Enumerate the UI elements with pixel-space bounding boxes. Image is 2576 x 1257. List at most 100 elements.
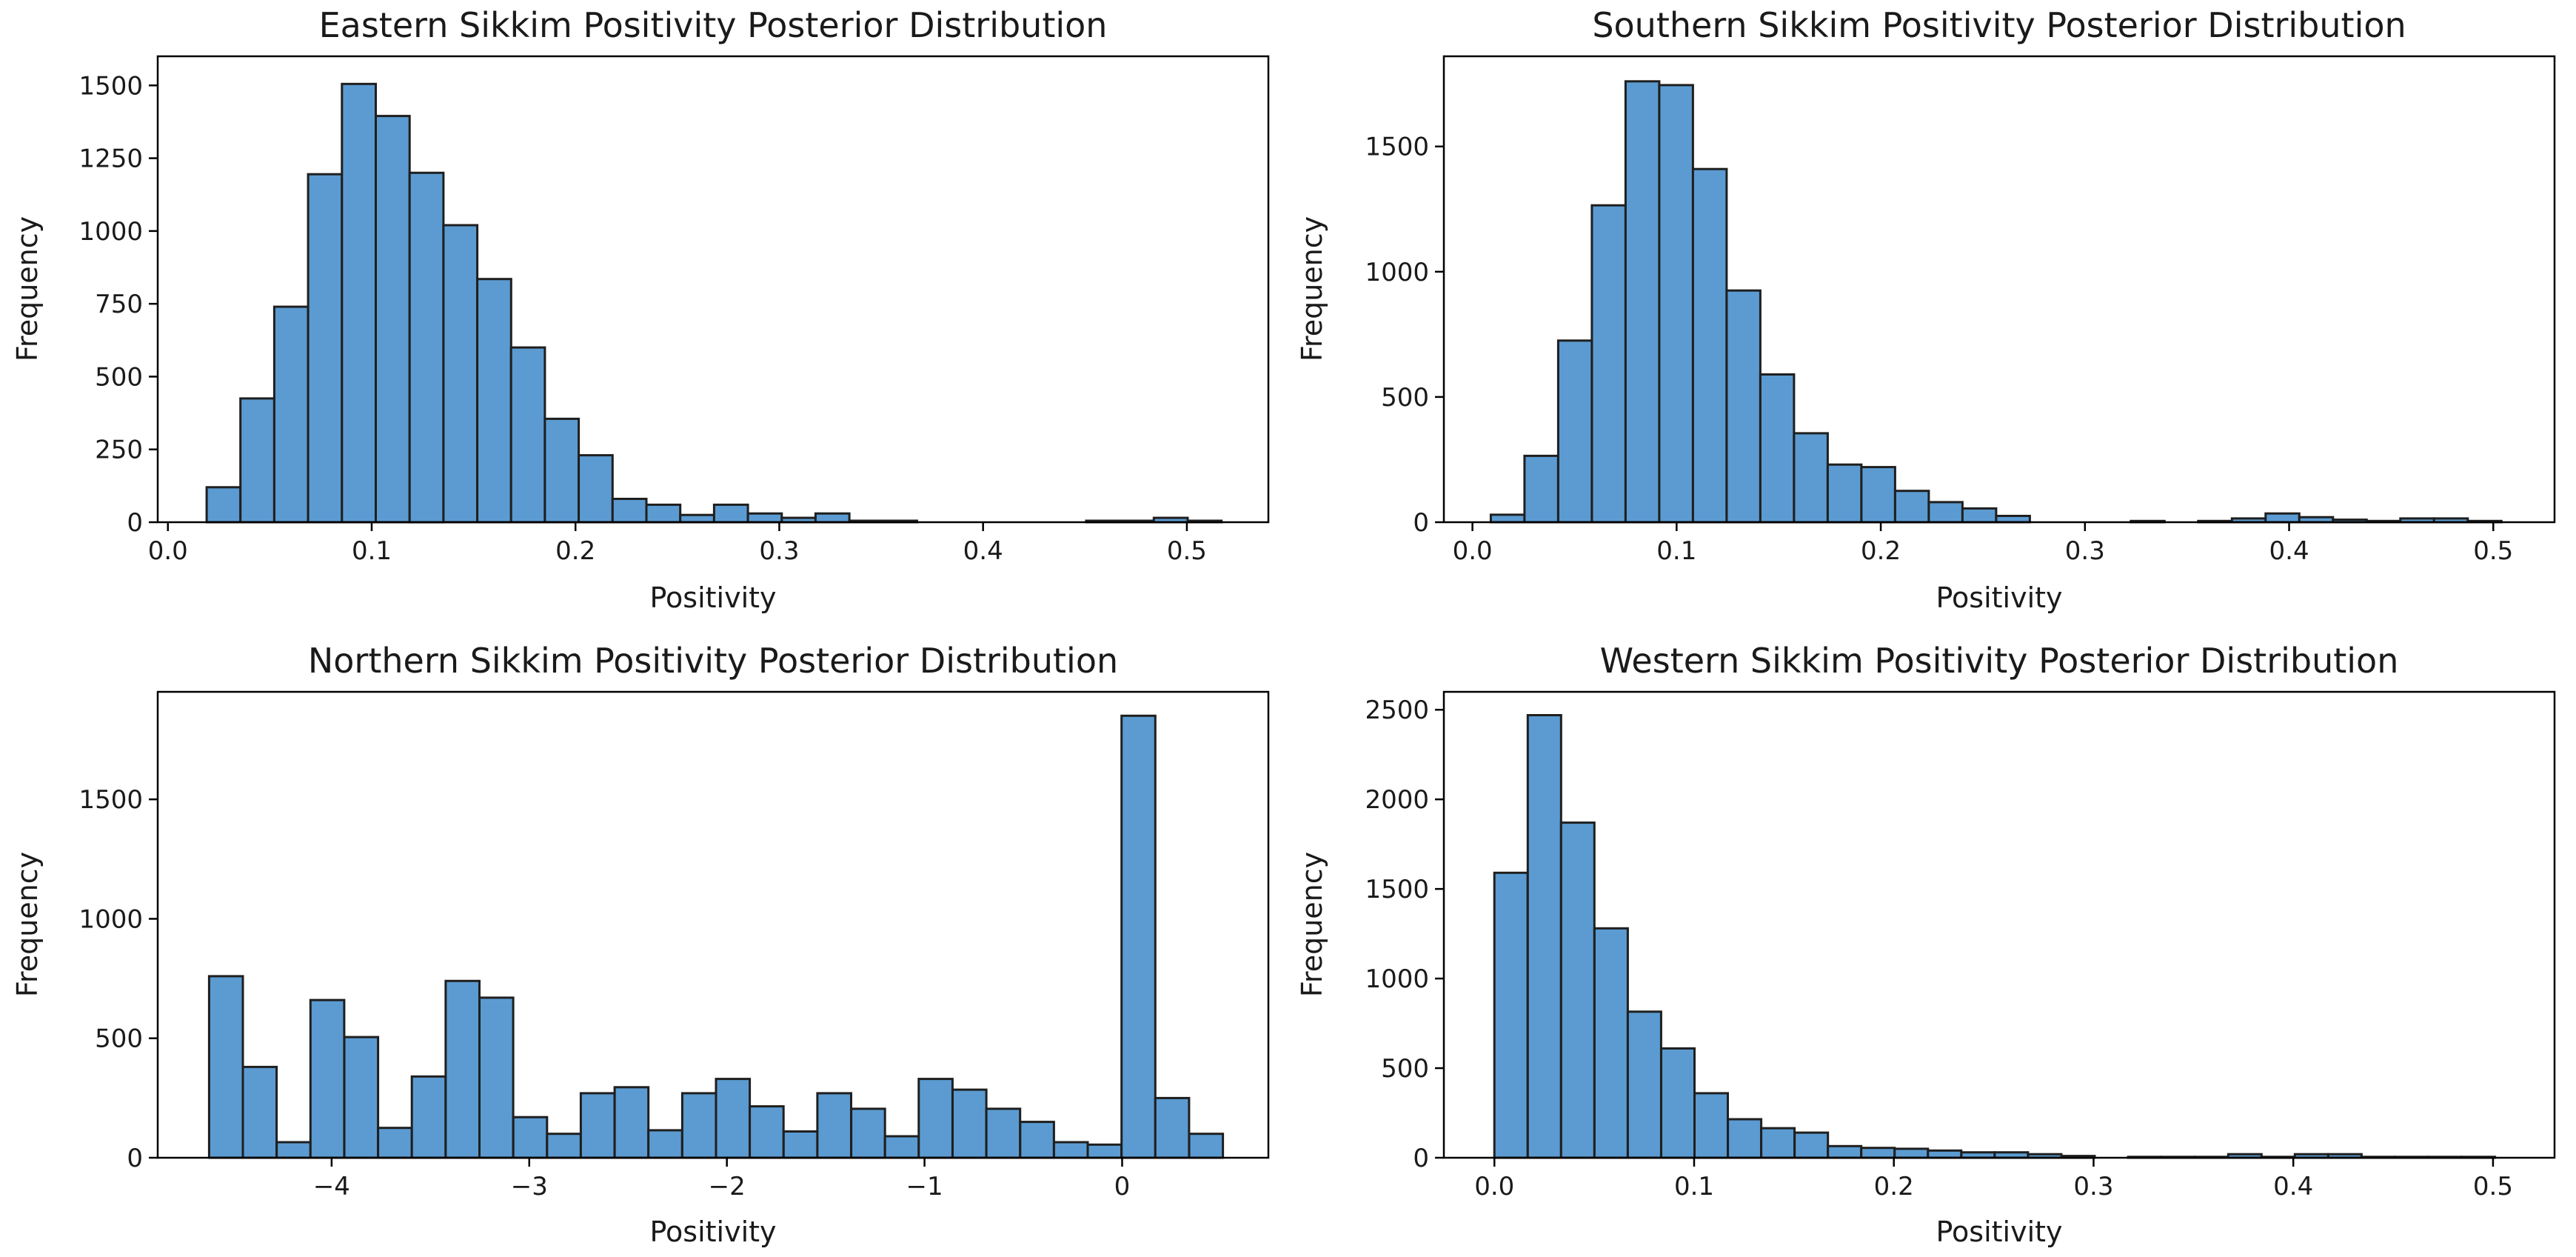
histogram-bar bbox=[1760, 1127, 1796, 1159]
histogram-bar bbox=[883, 1135, 920, 1159]
histogram-bar bbox=[307, 173, 344, 524]
x-tick-label: 0.3 bbox=[2073, 1172, 2113, 1201]
histogram-bar bbox=[207, 975, 244, 1159]
histogram-bar bbox=[241, 1065, 278, 1159]
histogram-bar bbox=[1523, 454, 1559, 524]
histogram-bar bbox=[613, 1086, 650, 1159]
y-tick-label: 1500 bbox=[1365, 133, 1429, 162]
x-tick-label: 0.5 bbox=[2473, 536, 2513, 566]
chart-title: Eastern Sikkim Positivity Posterior Dist… bbox=[319, 5, 1108, 45]
y-tick-label: 1500 bbox=[78, 71, 143, 101]
histogram-bar bbox=[782, 1130, 819, 1159]
x-tick-label: −1 bbox=[906, 1172, 943, 1201]
histogram-bar bbox=[1893, 490, 1930, 524]
histogram-bar bbox=[1826, 463, 1863, 524]
bars-group bbox=[1493, 714, 2497, 1159]
y-ticks-group: 0 250 500 750 1000 1250 1500 bbox=[78, 71, 158, 538]
histogram-bar bbox=[1590, 204, 1627, 524]
histogram-bar bbox=[1995, 515, 2031, 524]
x-axis-label: Positivity bbox=[649, 581, 776, 614]
y-tick-label: 1000 bbox=[78, 217, 143, 247]
histogram-bar bbox=[442, 224, 479, 524]
histogram-bar bbox=[1860, 466, 1896, 524]
plot-frame bbox=[1442, 55, 2556, 524]
y-axis-label: Frequency bbox=[11, 216, 44, 361]
histogram-bar bbox=[850, 1107, 886, 1159]
histogram-bar bbox=[1626, 1010, 1662, 1159]
bars-group bbox=[207, 714, 1225, 1159]
panel-western: Western Sikkim Positivity Posterior Dist… bbox=[1296, 641, 2556, 1248]
y-axis-label: Frequency bbox=[1296, 852, 1328, 997]
x-tick-label: 0.3 bbox=[759, 536, 799, 566]
histogram-bar bbox=[985, 1107, 1022, 1159]
x-axis-label: Positivity bbox=[649, 1216, 776, 1248]
y-tick-label: 0 bbox=[127, 1144, 143, 1173]
histogram-bar bbox=[951, 1088, 988, 1159]
y-ticks-group: 0 500 1000 1500 bbox=[78, 785, 158, 1173]
y-tick-label: 500 bbox=[1381, 1054, 1429, 1084]
histogram-bar bbox=[611, 498, 648, 524]
histogram-bar bbox=[1526, 714, 1562, 1159]
histogram-bar bbox=[1793, 432, 1829, 524]
histogram-bar bbox=[1793, 1131, 1830, 1159]
y-tick-label: 2000 bbox=[1365, 785, 1429, 815]
x-ticks-group: 0.0 0.1 0.2 0.3 0.4 0.5 bbox=[1474, 1158, 2513, 1201]
histogram-bar bbox=[680, 1092, 717, 1159]
x-ticks-group: 0.0 0.1 0.2 0.3 0.4 0.5 bbox=[1453, 522, 2513, 566]
x-tick-label: 0.0 bbox=[148, 536, 188, 566]
histogram-bar bbox=[814, 512, 851, 524]
histogram-bar bbox=[1893, 1147, 1930, 1159]
histogram-bar bbox=[1559, 821, 1596, 1159]
histogram-bar bbox=[1860, 1147, 1896, 1159]
histogram-bar bbox=[1556, 339, 1593, 524]
histogram-bar bbox=[1052, 1141, 1089, 1159]
chart-title: Southern Sikkim Positivity Posterior Dis… bbox=[1592, 5, 2406, 45]
y-tick-label: 500 bbox=[95, 362, 143, 392]
histogram-bar bbox=[647, 1129, 683, 1159]
y-tick-label: 250 bbox=[95, 436, 143, 465]
y-tick-label: 1500 bbox=[78, 785, 143, 815]
y-tick-label: 0 bbox=[1413, 1144, 1429, 1173]
histogram-bar bbox=[543, 417, 581, 524]
histogram-bar bbox=[1120, 714, 1157, 1159]
histogram-bar bbox=[476, 278, 512, 524]
panel-southern: Southern Sikkim Positivity Posterior Dis… bbox=[1296, 5, 2556, 614]
y-axis-label: Frequency bbox=[11, 852, 44, 997]
y-tick-label: 1000 bbox=[78, 904, 143, 934]
histogram-bar bbox=[917, 1078, 954, 1159]
y-tick-label: 1000 bbox=[1365, 964, 1429, 994]
y-tick-label: 500 bbox=[1381, 383, 1429, 413]
histogram-bar bbox=[645, 503, 682, 524]
histogram-bar bbox=[377, 1127, 413, 1159]
histogram-bar bbox=[1759, 373, 1796, 524]
histogram-bar bbox=[341, 82, 377, 524]
histogram-bar bbox=[1658, 84, 1694, 524]
histogram-bar bbox=[1961, 507, 1998, 524]
x-tick-label: 0.0 bbox=[1474, 1172, 1514, 1201]
x-tick-label: 0 bbox=[1114, 1172, 1131, 1201]
x-tick-label: 0.2 bbox=[555, 536, 595, 566]
histogram-bar bbox=[478, 996, 515, 1159]
x-axis-label: Positivity bbox=[1936, 1216, 2062, 1248]
histogram-bar bbox=[272, 305, 310, 524]
histogram-bar bbox=[343, 1036, 380, 1159]
plot-frame bbox=[156, 690, 1270, 1159]
histogram-bar bbox=[1593, 927, 1629, 1159]
y-tick-label: 1500 bbox=[1365, 875, 1429, 904]
x-tick-label: −2 bbox=[709, 1172, 746, 1201]
y-ticks-group: 0 500 1000 1500 bbox=[1365, 133, 1444, 538]
histogram-bar bbox=[1691, 167, 1728, 524]
y-ticks-group: 0 500 1000 1500 2000 2500 bbox=[1365, 696, 1444, 1173]
x-tick-label: 0.1 bbox=[1656, 536, 1696, 566]
histogram-bar bbox=[1660, 1047, 1696, 1159]
histogram-bar bbox=[715, 1078, 752, 1159]
histogram-bar bbox=[749, 1105, 785, 1159]
x-tick-label: 0.4 bbox=[2273, 1172, 2313, 1201]
histogram-bar bbox=[1725, 289, 1762, 524]
histogram-bar bbox=[512, 1116, 549, 1159]
histogram-bar bbox=[239, 397, 275, 524]
histogram-bar bbox=[1624, 80, 1661, 524]
x-ticks-group: 0.0 0.1 0.2 0.3 0.4 0.5 bbox=[148, 522, 1207, 566]
histogram-bar bbox=[1693, 1092, 1729, 1159]
